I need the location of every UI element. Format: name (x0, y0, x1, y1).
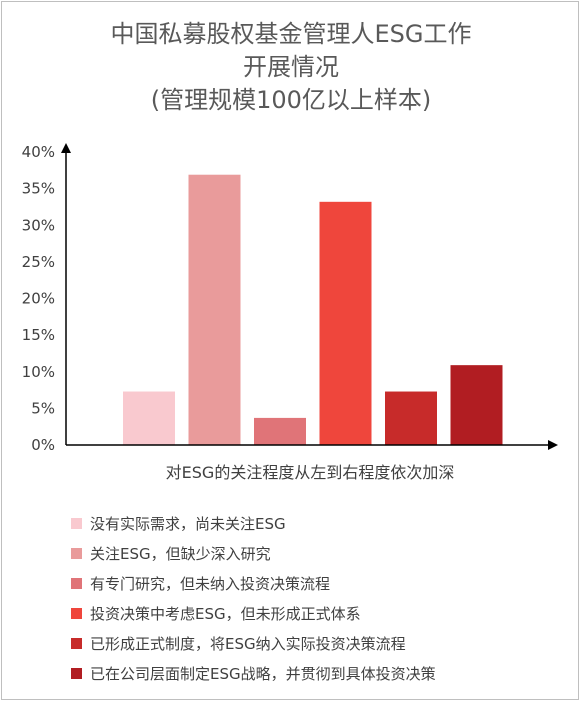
y-tick-label: 25% (22, 253, 55, 271)
legend-label: 已在公司层面制定ESG战略，并贯彻到具体投资决策 (90, 664, 436, 683)
y-tick-label: 35% (22, 180, 55, 198)
x-axis-label: 对ESG的关注程度从左到右程度依次加深 (166, 463, 455, 482)
y-axis-arrow (61, 143, 71, 153)
y-tick-label: 20% (22, 290, 55, 308)
bar-2 (188, 174, 241, 445)
bar-5 (385, 391, 437, 445)
y-tick-label: 30% (22, 216, 55, 234)
legend-item: 没有实际需求，尚未关注ESG (71, 508, 571, 538)
y-tick-label: 40% (22, 143, 55, 161)
chart-title-line-3: (管理规模100亿以上样本) (150, 86, 432, 114)
legend-item: 关注ESG，但缺少深入研究 (71, 538, 571, 568)
chart-title-line-1: 中国私募股权基金管理人ESG工作 (110, 20, 472, 48)
legend-swatch (71, 547, 82, 559)
legend-item: 有专门研究，但未纳入投资决策流程 (71, 568, 571, 598)
legend-label: 有专门研究，但未纳入投资决策流程 (90, 574, 331, 593)
x-axis-arrow (548, 440, 558, 450)
legend-swatch (71, 637, 82, 649)
legend-label: 投资决策中考虑ESG，但未形成正式体系 (90, 604, 361, 623)
chart-legend: 没有实际需求，尚未关注ESG 关注ESG，但缺少深入研究有专门研究，但未纳入投资决… (71, 508, 571, 688)
y-tick-label: 5% (31, 399, 55, 417)
legend-swatch (71, 517, 82, 529)
y-tick-label: 0% (31, 436, 55, 454)
y-tick-label: 15% (22, 326, 55, 344)
legend-swatch (71, 667, 82, 679)
legend-item: 已在公司层面制定ESG战略，并贯彻到具体投资决策 (71, 658, 571, 688)
bar-3 (254, 417, 306, 445)
legend-swatch (71, 577, 82, 589)
bar-4 (319, 201, 372, 445)
legend-swatch (71, 607, 82, 619)
legend-label: 已形成正式制度，将ESG纳入实际投资决策流程 (90, 634, 406, 653)
y-tick-label: 10% (22, 363, 55, 381)
legend-item: 投资决策中考虑ESG，但未形成正式体系 (71, 598, 571, 628)
bar-1 (123, 391, 175, 445)
chart-title: 中国私募股权基金管理人ESG工作 开展情况 (管理规模100亿以上样本) (0, 18, 582, 117)
bar-6 (450, 365, 503, 445)
chart-title-line-2: 开展情况 (243, 53, 339, 81)
legend-item: 已形成正式制度，将ESG纳入实际投资决策流程 (71, 628, 571, 658)
legend-label: 关注ESG，但缺少深入研究 (90, 544, 271, 563)
legend-label: 没有实际需求，尚未关注ESG (90, 514, 286, 533)
